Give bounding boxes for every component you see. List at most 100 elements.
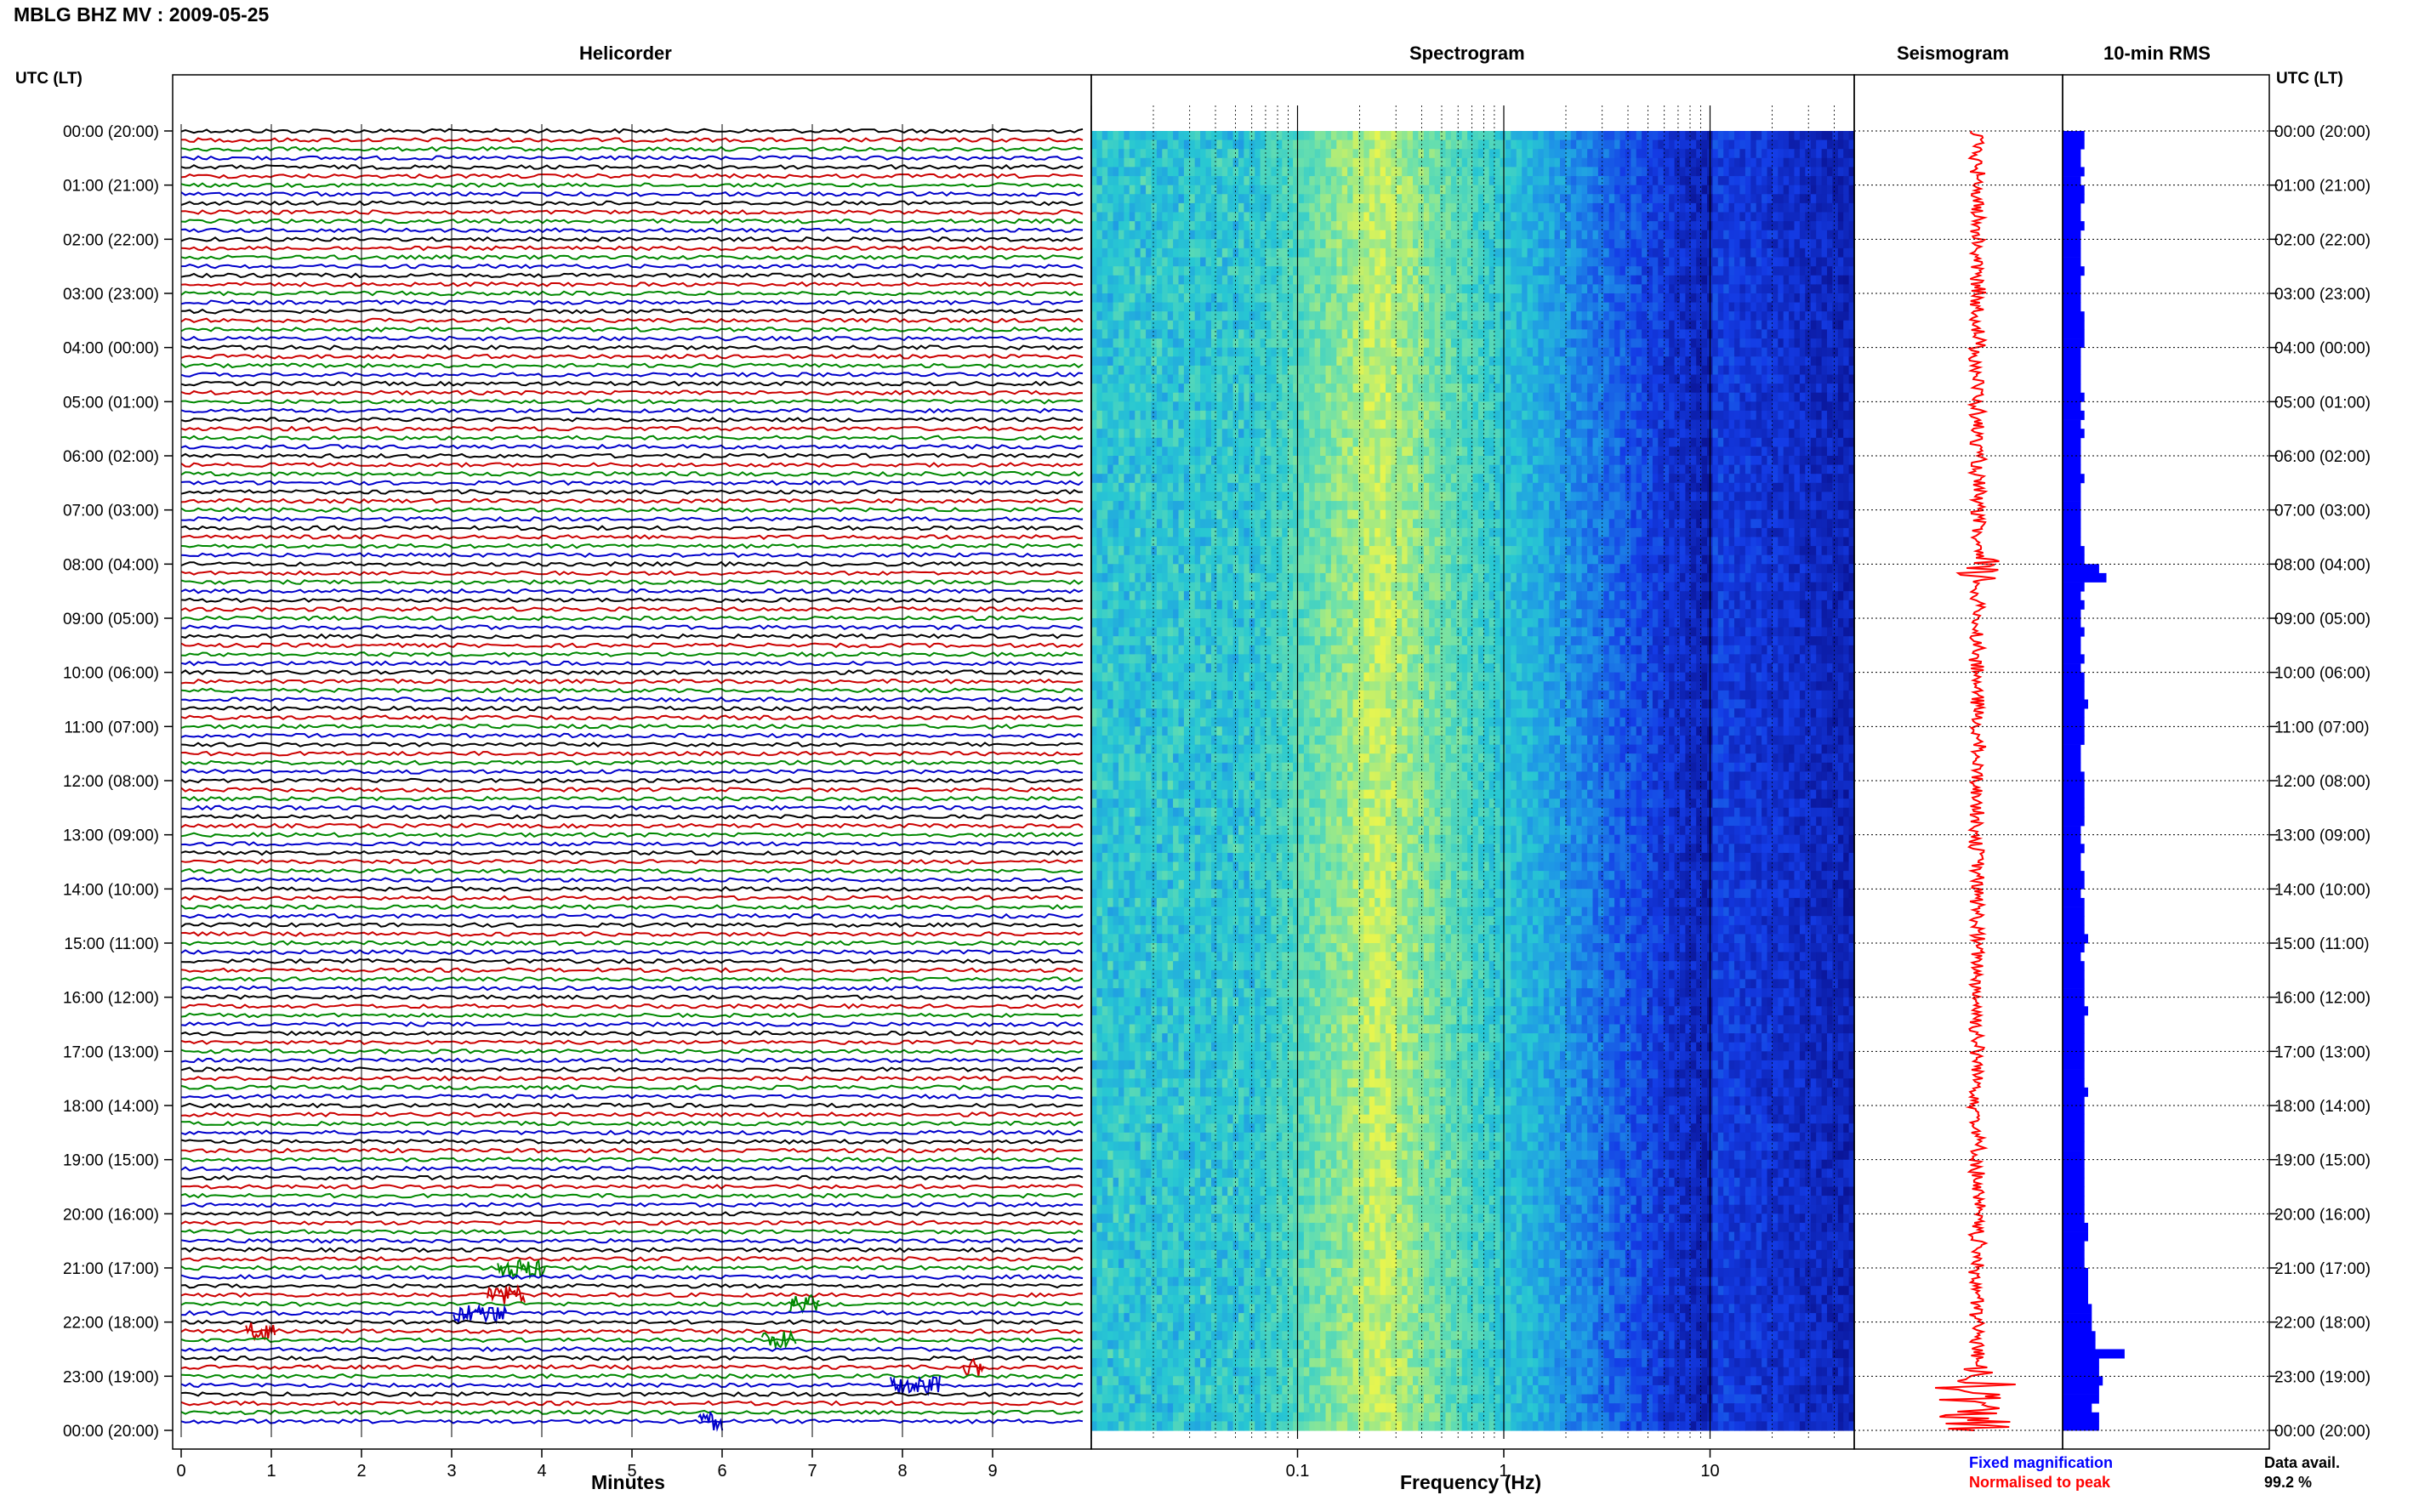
spectrogram-cell bbox=[1314, 356, 1321, 367]
spectrogram-cell bbox=[1423, 392, 1430, 402]
spectrogram-cell bbox=[1728, 221, 1735, 231]
spectrogram-cell bbox=[1391, 149, 1397, 159]
spectrogram-cell bbox=[1576, 194, 1583, 204]
spectrogram-cell bbox=[1576, 410, 1583, 421]
spectrogram-cell bbox=[1135, 167, 1141, 177]
spectrogram-cell bbox=[1631, 329, 1637, 339]
spectrogram-cell bbox=[1565, 185, 1572, 195]
spectrogram-cell bbox=[1560, 347, 1566, 357]
spectrogram-cell bbox=[1380, 284, 1386, 294]
spectrogram-cell bbox=[1287, 149, 1294, 159]
spectrogram-cell bbox=[1118, 356, 1124, 367]
spectrogram-cell bbox=[1603, 302, 1610, 312]
spectrogram-cell bbox=[1832, 374, 1839, 384]
spectrogram-cell bbox=[1461, 194, 1468, 204]
spectrogram-cell bbox=[1113, 157, 1119, 168]
spectrogram-cell bbox=[1712, 329, 1719, 339]
spectrogram-cell bbox=[1636, 320, 1642, 330]
spectrogram-cell bbox=[1772, 410, 1779, 421]
spectrogram-cell bbox=[1341, 401, 1348, 412]
spectrogram-cell bbox=[1096, 356, 1103, 367]
spectrogram-cell bbox=[1146, 221, 1153, 231]
spectrogram-cell bbox=[1603, 410, 1610, 421]
spectrogram-cell bbox=[1314, 230, 1321, 240]
spectrogram-cell bbox=[1816, 419, 1823, 429]
spectrogram-cell bbox=[1413, 347, 1419, 357]
spectrogram-cell bbox=[1652, 247, 1659, 259]
spectrogram-cell bbox=[1391, 384, 1397, 394]
spectrogram-cell bbox=[1211, 230, 1217, 240]
spectrogram-cell bbox=[1440, 185, 1447, 195]
spectrogram-cell bbox=[1216, 365, 1223, 376]
spectrogram-cell bbox=[1227, 338, 1234, 349]
spectrogram-cell bbox=[1380, 356, 1386, 367]
spectrogram-cell bbox=[1522, 257, 1528, 267]
spectrogram-cell bbox=[1173, 437, 1180, 447]
spectrogram-cell bbox=[1461, 401, 1468, 412]
spectrogram-cell bbox=[1739, 221, 1746, 231]
spectrogram-cell bbox=[1728, 302, 1735, 312]
spectrogram-cell bbox=[1592, 347, 1599, 357]
spectrogram-cell bbox=[1799, 320, 1806, 330]
spectrogram-cell bbox=[1647, 167, 1653, 177]
spectrogram-cell bbox=[1156, 429, 1163, 439]
spectrogram-cell bbox=[1140, 347, 1147, 357]
spectrogram-cell bbox=[1146, 176, 1153, 186]
spectrogram-cell bbox=[1096, 149, 1103, 159]
spectrogram-cell bbox=[1407, 212, 1414, 222]
spectrogram-cell bbox=[1669, 275, 1676, 285]
spectrogram-cell bbox=[1341, 410, 1348, 421]
spectrogram-cell bbox=[1461, 212, 1468, 222]
spectrogram-cell bbox=[1658, 429, 1665, 439]
spectrogram-cell bbox=[1352, 347, 1359, 357]
spectrogram-cell bbox=[1778, 176, 1784, 186]
spectrogram-cell bbox=[1407, 365, 1414, 376]
spectrogram-cell bbox=[1336, 167, 1343, 177]
spectrogram-cell bbox=[1674, 410, 1681, 421]
spectrogram-cell bbox=[1320, 429, 1327, 439]
spectrogram-cell bbox=[1124, 293, 1130, 304]
spectrogram-cell bbox=[1762, 157, 1768, 168]
spectrogram-cell bbox=[1762, 131, 1768, 141]
spectrogram-cell bbox=[1167, 284, 1174, 294]
spectrogram-cell bbox=[1107, 185, 1114, 195]
spectrogram-cell bbox=[1363, 392, 1370, 402]
spectrogram-cell bbox=[1472, 429, 1479, 439]
spectrogram-cell bbox=[1543, 139, 1550, 150]
spectrogram-cell bbox=[1325, 410, 1332, 421]
spectrogram-cell bbox=[1282, 347, 1289, 357]
spectrogram-cell bbox=[1837, 185, 1844, 195]
spectrogram-cell bbox=[1238, 149, 1244, 159]
spectrogram-cell bbox=[1821, 230, 1828, 240]
spectrogram-cell bbox=[1386, 257, 1392, 267]
spectrogram-cell bbox=[1173, 293, 1180, 304]
spectrogram-cell bbox=[1608, 176, 1615, 186]
spectrogram-cell bbox=[1178, 429, 1185, 439]
spectrogram-cell bbox=[1848, 157, 1855, 168]
spectrogram-cell bbox=[1271, 374, 1278, 384]
spectrogram-cell bbox=[1096, 329, 1103, 339]
spectrogram-cell bbox=[1129, 212, 1136, 222]
spectrogram-cell bbox=[1592, 230, 1599, 240]
spectrogram-cell bbox=[1739, 410, 1746, 421]
spectrogram-cell bbox=[1232, 221, 1239, 231]
spectrogram-cell bbox=[1832, 384, 1839, 394]
spectrogram-cell bbox=[1500, 275, 1506, 285]
spectrogram-cell bbox=[1827, 329, 1833, 339]
spectrogram-cell bbox=[1560, 419, 1566, 429]
spectrogram-cell bbox=[1336, 247, 1343, 259]
spectrogram-cell bbox=[1669, 392, 1676, 402]
spectrogram-cell bbox=[1614, 239, 1621, 249]
spectrogram-cell bbox=[1140, 139, 1147, 150]
spectrogram-cell bbox=[1794, 176, 1801, 186]
spectrogram-cell bbox=[1375, 131, 1381, 141]
spectrogram-cell bbox=[1309, 247, 1316, 259]
spectrogram-cell bbox=[1205, 139, 1212, 150]
spectrogram-cell bbox=[1778, 347, 1784, 357]
spectrogram-cell bbox=[1848, 356, 1855, 367]
spectrogram-cell bbox=[1511, 149, 1517, 159]
spectrogram-cell bbox=[1674, 139, 1681, 150]
spectrogram-cell bbox=[1549, 185, 1556, 195]
spectrogram-cell bbox=[1336, 293, 1343, 304]
spectrogram-cell bbox=[1739, 185, 1746, 195]
